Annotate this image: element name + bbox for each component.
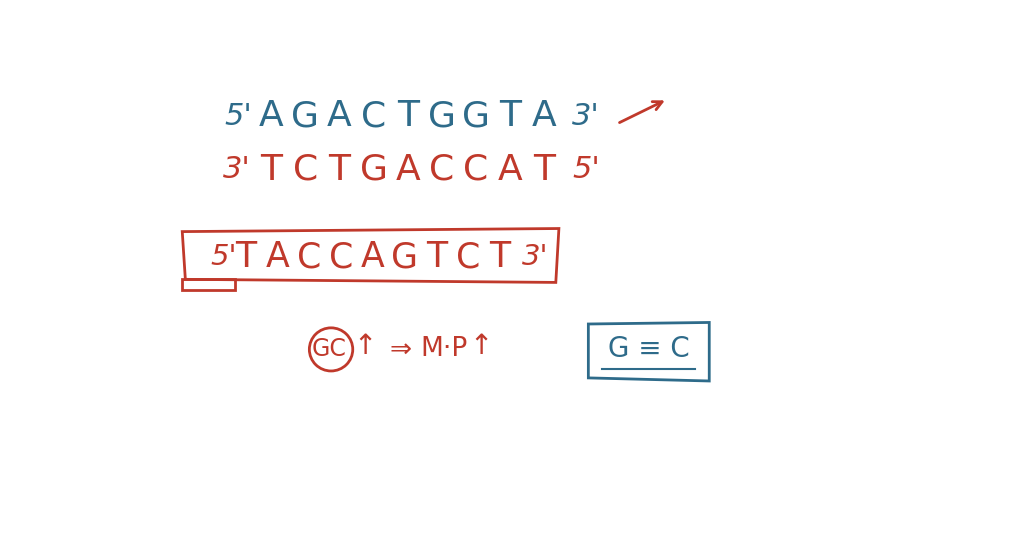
Text: T: T (236, 240, 256, 274)
Text: A: A (259, 99, 284, 133)
Text: C: C (293, 153, 318, 187)
Text: A: A (531, 99, 557, 133)
Text: ⇒: ⇒ (390, 336, 412, 362)
Text: G: G (391, 240, 418, 274)
Text: T: T (260, 153, 283, 187)
Text: T: T (329, 153, 350, 187)
Text: M·P: M·P (421, 336, 468, 362)
Text: C: C (429, 153, 455, 187)
Text: G ≡ C: G ≡ C (608, 335, 690, 363)
Text: 3': 3' (522, 243, 549, 271)
Text: 3': 3' (572, 102, 600, 131)
Text: A: A (395, 153, 420, 187)
Text: T: T (499, 99, 521, 133)
Text: A: A (498, 153, 522, 187)
Text: GC: GC (311, 337, 346, 361)
Text: G: G (462, 99, 489, 133)
Text: C: C (297, 240, 322, 274)
Text: T: T (426, 240, 447, 274)
Text: ↑: ↑ (469, 331, 493, 360)
Text: T: T (396, 99, 419, 133)
Text: 5': 5' (224, 102, 252, 131)
Text: ↑: ↑ (353, 331, 377, 360)
Text: 5': 5' (572, 156, 600, 184)
Text: A: A (361, 240, 385, 274)
Text: T: T (534, 153, 555, 187)
Text: T: T (489, 240, 511, 274)
Text: C: C (463, 153, 488, 187)
Text: A: A (328, 99, 352, 133)
Text: G: G (292, 99, 319, 133)
Text: A: A (265, 240, 290, 274)
Text: 3': 3' (222, 156, 251, 184)
Text: 5': 5' (211, 243, 238, 271)
Text: C: C (361, 99, 386, 133)
Text: C: C (456, 240, 480, 274)
Text: G: G (359, 153, 388, 187)
Text: C: C (329, 240, 353, 274)
Text: G: G (428, 99, 456, 133)
